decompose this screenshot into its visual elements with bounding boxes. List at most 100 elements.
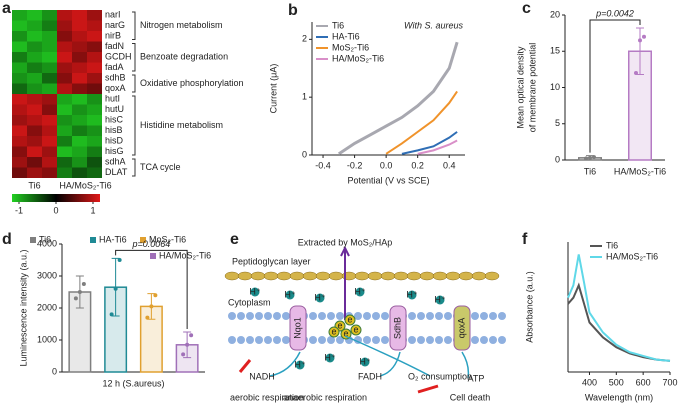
peptidoglycan-bead (302, 271, 318, 281)
lipid (327, 312, 335, 320)
lipid (264, 336, 272, 344)
significance-bracket (589, 19, 641, 153)
colorbar-label: -1 (15, 205, 23, 215)
lipid (363, 312, 371, 320)
lipid (237, 312, 245, 320)
lipid (228, 336, 236, 344)
line (567, 254, 671, 362)
data-point (638, 38, 642, 43)
y-tick-label: 0 (52, 366, 57, 376)
y-axis-label: Current (μA) (268, 64, 278, 114)
heat-cell (12, 167, 27, 178)
proton-label: H⁺ (314, 292, 325, 302)
proton (285, 290, 295, 300)
x-tick-label: Ti6 (584, 166, 596, 176)
proton (325, 353, 335, 363)
x-category-label: 12 h (S.aureus) (102, 378, 164, 388)
electron-label: e (353, 324, 358, 334)
x-axis-label: Potential (V vs SCE) (347, 175, 429, 185)
lipid (273, 336, 281, 344)
heat-cell (27, 157, 42, 168)
group-bracket (132, 74, 136, 93)
protein-label: Nqo1 (292, 317, 302, 339)
protein (453, 305, 471, 351)
lipid (372, 312, 380, 320)
lipid (255, 336, 263, 344)
lipid (318, 336, 326, 344)
lipid (255, 312, 263, 320)
lipid (435, 312, 443, 320)
peptidoglycan-bead (458, 271, 474, 281)
protein-label: SdhB (392, 317, 402, 339)
gene-label: narG (105, 20, 125, 30)
y-axis-label: of membrane potential (527, 43, 537, 133)
y-tick-label: 15 (550, 46, 560, 56)
heat-cell (42, 157, 57, 168)
panel-letter: e (230, 231, 239, 248)
outcome-label: anaerobic respiration (283, 392, 367, 402)
nanoparticle (328, 326, 340, 338)
heat-cell (87, 157, 102, 168)
heat-cell (42, 167, 57, 178)
electron-label: e (343, 328, 348, 338)
lipid (381, 312, 389, 320)
product-label: O₂ consumption (408, 371, 472, 381)
heat-cell (87, 52, 102, 63)
legend-swatch (150, 253, 156, 259)
heat-cell (27, 83, 42, 94)
colorbar-label: 0 (53, 205, 58, 215)
product-label: ATP (468, 373, 485, 383)
heat-cell (72, 73, 87, 84)
peptidoglycan-bead (380, 271, 396, 281)
legend-label: MoS₂-Ti6 (149, 234, 186, 244)
heat-cell (87, 62, 102, 73)
lipid (435, 336, 443, 344)
heat-cell (42, 83, 57, 94)
heat-cell (42, 20, 57, 31)
lipid (309, 336, 317, 344)
proton-label: H⁺ (324, 352, 335, 362)
heat-cell (72, 10, 87, 21)
peptidoglycan-bead (276, 271, 292, 281)
nanoparticle (350, 324, 362, 336)
data-point (117, 258, 122, 262)
data-point (149, 304, 154, 309)
proton-label: H⁺ (434, 294, 445, 304)
heat-cell (27, 94, 42, 105)
heat-cell (72, 41, 87, 52)
heat-cell (27, 115, 42, 126)
lipid (372, 336, 380, 344)
lipid (318, 312, 326, 320)
heat-cell (42, 41, 57, 52)
protein (289, 305, 307, 351)
heat-cell (57, 167, 72, 178)
group-bracket (132, 158, 136, 177)
proton-label: H⁺ (294, 359, 305, 369)
gene-label: fadA (105, 62, 124, 72)
data-point (73, 296, 78, 301)
heat-cell (72, 83, 87, 94)
heat-cell (12, 31, 27, 42)
heat-cell (12, 115, 27, 126)
heat-cell (42, 52, 57, 63)
heat-cell (57, 136, 72, 147)
heat-cell (27, 125, 42, 136)
peptidoglycan-bead (354, 271, 370, 281)
lipid (381, 336, 389, 344)
group-label: TCA cycle (140, 162, 181, 172)
peptidoglycan-bead (224, 271, 240, 281)
lipid (471, 312, 479, 320)
y-tick-label: 3000 (37, 270, 57, 280)
gene-label: hutU (105, 104, 124, 114)
gene-label: hutI (105, 94, 120, 104)
proton (250, 287, 260, 297)
red-arrow (238, 359, 439, 394)
gene-label: nirB (105, 31, 121, 41)
heat-cell (57, 62, 72, 73)
heat-cell (27, 10, 42, 21)
proton-label: H⁺ (359, 356, 370, 366)
proton (435, 295, 445, 305)
heat-cell (72, 167, 87, 178)
heat-cell (42, 73, 57, 84)
legend-label: HA-Ti6 (332, 31, 360, 41)
